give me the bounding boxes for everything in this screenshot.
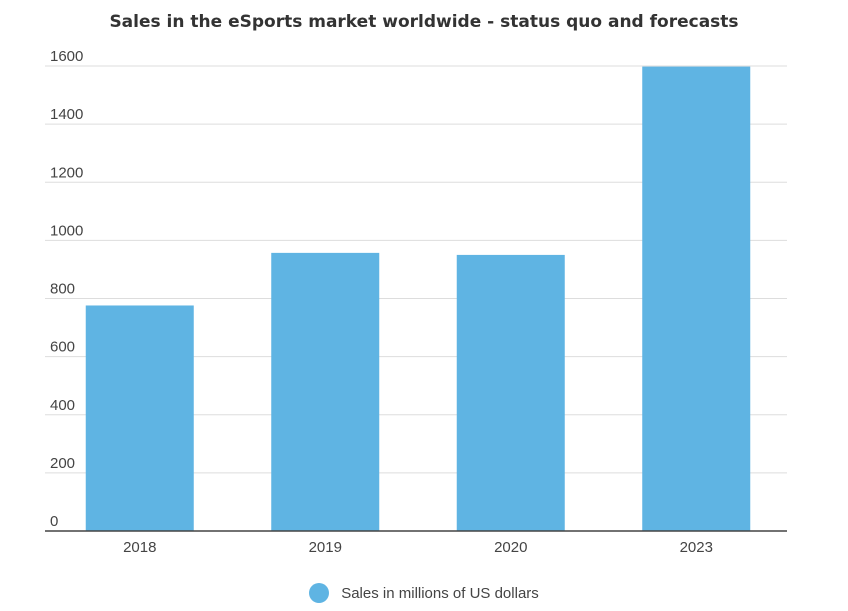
bars — [85, 66, 751, 532]
bar-2023 — [642, 66, 751, 532]
x-tick-label: 2019 — [309, 539, 342, 556]
y-tick-label: 1600 — [50, 48, 83, 65]
bar-2019 — [271, 252, 380, 531]
x-tick-label: 2020 — [494, 539, 527, 556]
y-axis-ticks: 0 200 400 600 800 1000 1200 1400 1600 — [50, 48, 83, 530]
y-tick-label: 1000 — [50, 222, 83, 239]
x-tick-label: 2023 — [680, 539, 713, 556]
legend-swatch — [309, 583, 330, 603]
x-tick-label: 2018 — [123, 539, 156, 556]
legend-label: Sales in millions of US dollars — [341, 584, 539, 602]
x-axis-ticks: 2018 2019 2020 2023 — [123, 539, 713, 556]
y-tick-label: 1400 — [50, 106, 83, 123]
y-tick-label: 400 — [50, 397, 75, 414]
chart-title: Sales in the eSports market worldwide - … — [109, 12, 739, 32]
y-tick-label: 1200 — [50, 164, 83, 181]
bar-2020 — [456, 254, 565, 531]
y-tick-label: 800 — [50, 281, 75, 298]
legend: Sales in millions of US dollars — [0, 583, 848, 603]
bar-2018 — [85, 305, 194, 531]
y-tick-label: 200 — [50, 455, 75, 472]
y-tick-label: 0 — [50, 513, 58, 530]
y-tick-label: 600 — [50, 339, 75, 356]
